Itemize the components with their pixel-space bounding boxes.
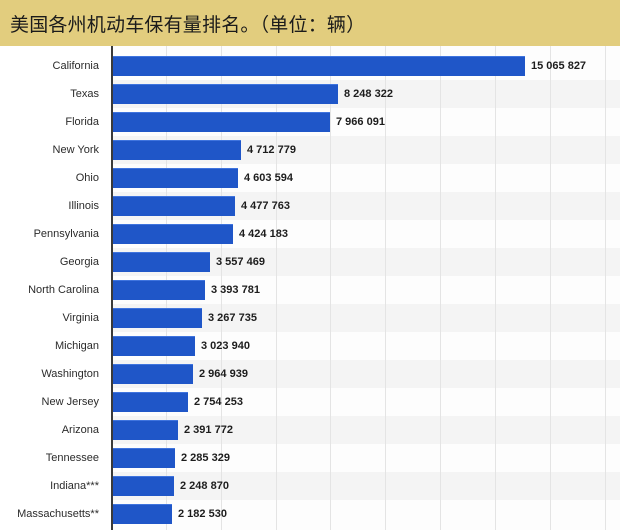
category-label: Illinois [68, 200, 99, 212]
bar-row: Michigan 3 023 940 [0, 332, 620, 360]
bar-chart: California 15 065 827 Texas 8 248 322 Florid… [0, 46, 620, 530]
bar-row: Washington 2 964 939 [0, 360, 620, 388]
category-label: Pennsylvania [33, 228, 99, 240]
bar-value-label: 3 557 469 [216, 256, 265, 268]
bar-value-label: 3 393 781 [211, 284, 260, 296]
bar-value-label: 2 964 939 [199, 368, 248, 380]
category-label: Ohio [75, 172, 99, 184]
gridline [221, 46, 222, 530]
bar-row: Virginia 3 267 735 [0, 304, 620, 332]
bar[interactable] [112, 364, 193, 384]
category-label: Florida [65, 116, 99, 128]
bar-value-label: 4 603 594 [244, 172, 293, 184]
bar-row: Indiana*** 2 248 870 [0, 472, 620, 500]
bar-value-label: 2 754 253 [194, 396, 243, 408]
bar-value-label: 2 248 870 [180, 480, 229, 492]
gridline [550, 46, 551, 530]
bar-row: Arizona 2 391 772 [0, 416, 620, 444]
category-label: California [52, 60, 99, 72]
category-label: Tennessee [45, 452, 99, 464]
row-stripe [111, 416, 620, 444]
bar[interactable] [112, 140, 241, 160]
bar-value-label: 2 285 329 [181, 452, 230, 464]
bar[interactable] [112, 56, 525, 76]
bar-row: Florida 7 966 091 [0, 108, 620, 136]
row-stripe [111, 360, 620, 388]
gridline [276, 46, 277, 530]
bar-row: North Carolina 3 393 781 [0, 276, 620, 304]
bar-value-label: 7 966 091 [336, 116, 385, 128]
category-label: Georgia [59, 256, 99, 268]
bar-row: Pennsylvania 4 424 183 [0, 220, 620, 248]
category-label: Massachusetts** [17, 508, 99, 520]
row-stripe [111, 472, 620, 500]
bar[interactable] [112, 280, 205, 300]
bar-value-label: 3 267 735 [208, 312, 257, 324]
category-label: New York [52, 144, 99, 156]
bar[interactable] [112, 112, 330, 132]
bar-value-label: 15 065 827 [531, 60, 587, 72]
bar[interactable] [112, 196, 235, 216]
page-title: 美国各州机动车保有量排名。（单位：辆） [10, 13, 366, 36]
bar-row: Illinois 4 477 763 [0, 192, 620, 220]
bar-value-label: 8 248 322 [344, 88, 393, 100]
bar[interactable] [112, 504, 172, 524]
bar[interactable] [112, 84, 338, 104]
bar[interactable] [112, 168, 238, 188]
bar-row: Texas 8 248 322 [0, 80, 620, 108]
bar[interactable] [112, 336, 195, 356]
gridline [385, 46, 386, 530]
bar[interactable] [112, 308, 202, 328]
bar-value-label: 4 424 183 [239, 228, 288, 240]
category-label: North Carolina [28, 284, 99, 296]
bar-row: Georgia 3 557 469 [0, 248, 620, 276]
category-label: Michigan [54, 340, 99, 352]
category-label: Indiana*** [50, 480, 99, 492]
category-label: Arizona [61, 424, 99, 436]
bar[interactable] [112, 476, 174, 496]
category-label: Washington [41, 368, 99, 380]
bar-value-label: 4 712 779 [247, 144, 296, 156]
category-label: New Jersey [41, 396, 99, 408]
gridline [440, 46, 441, 530]
category-label: Virginia [62, 312, 100, 324]
bar-row: Ohio 4 603 594 [0, 164, 620, 192]
bar-value-label: 2 391 772 [184, 424, 233, 436]
category-label: Texas [70, 88, 99, 100]
gridline [605, 46, 606, 530]
y-axis-line [111, 46, 113, 530]
bar-value-label: 4 477 763 [241, 200, 290, 212]
bar-row: New York 4 712 779 [0, 136, 620, 164]
gridline [495, 46, 496, 530]
bar[interactable] [112, 420, 178, 440]
gridline [330, 46, 331, 530]
bar-row: Tennessee 2 285 329 [0, 444, 620, 472]
bar[interactable] [112, 448, 175, 468]
bar[interactable] [112, 224, 233, 244]
bar-value-label: 2 182 530 [178, 508, 227, 520]
title-bar: 美国各州机动车保有量排名。（单位：辆） [0, 0, 620, 46]
bar[interactable] [112, 252, 210, 272]
bar[interactable] [112, 392, 188, 412]
bar-row: New Jersey 2 754 253 [0, 388, 620, 416]
bar-row: Massachusetts** 2 182 530 [0, 500, 620, 528]
bar-row: California 15 065 827 [0, 52, 620, 80]
bar-value-label: 3 023 940 [201, 340, 250, 352]
